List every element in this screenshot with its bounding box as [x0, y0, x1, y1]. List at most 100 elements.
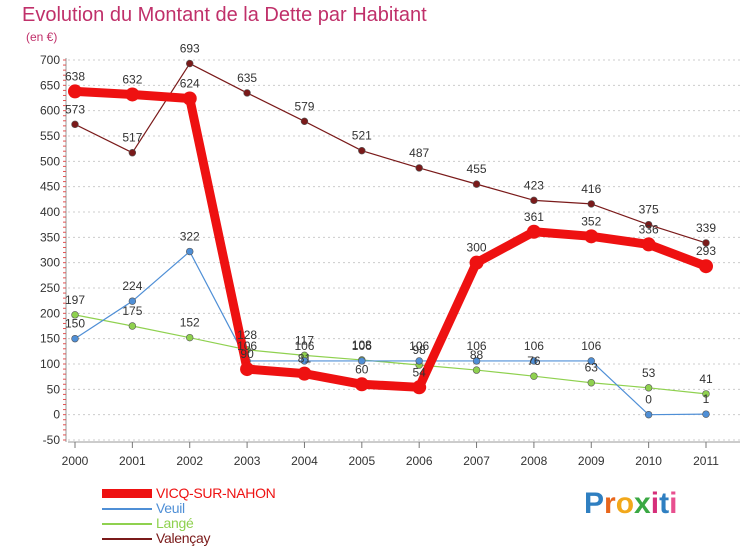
y-tick-label: 500 [40, 154, 60, 168]
y-tick-label: 250 [40, 281, 60, 295]
series-line [74, 86, 708, 392]
data-label: 521 [352, 129, 372, 143]
legend-item: Veuil [102, 501, 275, 516]
data-point [530, 372, 538, 380]
data-point [530, 357, 538, 365]
data-point [644, 220, 653, 229]
chart-subtitle: (en €) [26, 30, 58, 44]
data-label: 1 [703, 392, 710, 406]
x-tick-label: 2010 [635, 454, 662, 468]
legend-swatch [102, 537, 152, 540]
data-label: 339 [696, 221, 716, 235]
data-label: 624 [180, 77, 200, 91]
y-tick-label: 550 [40, 129, 60, 143]
data-label: 152 [180, 316, 200, 330]
data-point [71, 334, 79, 343]
data-point [243, 89, 251, 97]
data-label: 106 [294, 339, 314, 353]
data-point [240, 362, 255, 377]
data-point [68, 84, 82, 99]
data-label: 375 [639, 203, 659, 217]
x-tick-label: 2003 [234, 454, 261, 468]
legend-label: Valençay [156, 530, 211, 546]
proxiti-logo: Proxiti [584, 487, 677, 521]
x-tick-label: 2000 [62, 454, 89, 468]
series-line [74, 250, 707, 416]
data-point [297, 366, 312, 381]
data-point [186, 59, 194, 68]
x-tick-label: 2008 [521, 454, 548, 468]
data-label: 41 [699, 372, 713, 386]
data-label: 106 [352, 339, 372, 353]
data-point [469, 255, 484, 270]
y-tick-label: 150 [40, 332, 60, 346]
data-label: 416 [581, 182, 601, 196]
x-tick-label: 2004 [291, 454, 318, 468]
legend-item: Langé [102, 516, 275, 531]
x-tick-label: 2001 [119, 454, 146, 468]
y-tick-label: 650 [40, 78, 60, 92]
y-tick-label: -50 [43, 433, 61, 447]
data-label: 98 [413, 343, 427, 357]
logo-letter: P [584, 487, 605, 520]
data-label: 197 [65, 293, 85, 307]
data-label: 300 [467, 241, 487, 255]
data-point [128, 297, 137, 305]
y-tick-label: 0 [53, 408, 60, 422]
data-point [128, 149, 137, 157]
data-point [526, 224, 541, 239]
data-label: 63 [585, 361, 599, 375]
legend-swatch [102, 489, 152, 498]
data-label: 106 [524, 339, 544, 353]
y-tick-label: 100 [40, 357, 60, 371]
logo-letter: i [669, 487, 678, 520]
plot-area [68, 55, 736, 440]
legend-label: Langé [156, 515, 194, 531]
data-label: 322 [180, 230, 200, 244]
y-tick-label: 300 [40, 256, 60, 270]
data-label: 423 [524, 178, 544, 192]
data-label: 106 [581, 339, 601, 353]
data-point [415, 357, 423, 365]
data-point [587, 357, 595, 365]
data-label: 293 [696, 244, 716, 258]
x-tick-label: 2002 [176, 454, 203, 468]
data-label: 517 [122, 131, 142, 145]
data-point [358, 146, 366, 155]
data-point [644, 384, 653, 392]
logo-letter: i [650, 487, 660, 520]
data-label: 175 [122, 304, 142, 318]
data-label: 76 [527, 354, 541, 368]
data-point [125, 87, 140, 102]
y-tick-label: 350 [40, 230, 60, 244]
data-point [472, 180, 481, 188]
data-point [354, 377, 369, 392]
legend-label: VICQ-SUR-NAHON [156, 485, 276, 501]
data-point [472, 357, 481, 365]
data-point [587, 379, 595, 387]
x-tick-label: 2009 [578, 454, 605, 468]
data-point [702, 390, 710, 398]
data-point [300, 117, 309, 126]
series-line [74, 62, 707, 244]
legend-item: Valençay [102, 531, 275, 546]
legend-swatch [102, 522, 152, 525]
data-label: 632 [122, 72, 142, 86]
data-label: 108 [352, 338, 372, 352]
y-tick-label: 600 [40, 104, 60, 118]
data-point [71, 311, 79, 319]
data-label: 60 [355, 362, 369, 376]
data-label: 352 [581, 214, 601, 228]
chart-legend: VICQ-SUR-NAHON Veuil Langé Valençay [102, 485, 276, 546]
data-label: 53 [642, 366, 656, 380]
data-label: 573 [65, 102, 85, 116]
data-point [300, 357, 309, 365]
x-tick-label: 2011 [693, 454, 719, 468]
data-point [186, 247, 194, 256]
data-point [530, 196, 538, 205]
data-label: 128 [237, 328, 257, 342]
data-point [587, 200, 595, 208]
data-label: 638 [65, 69, 85, 83]
data-point [702, 239, 710, 247]
